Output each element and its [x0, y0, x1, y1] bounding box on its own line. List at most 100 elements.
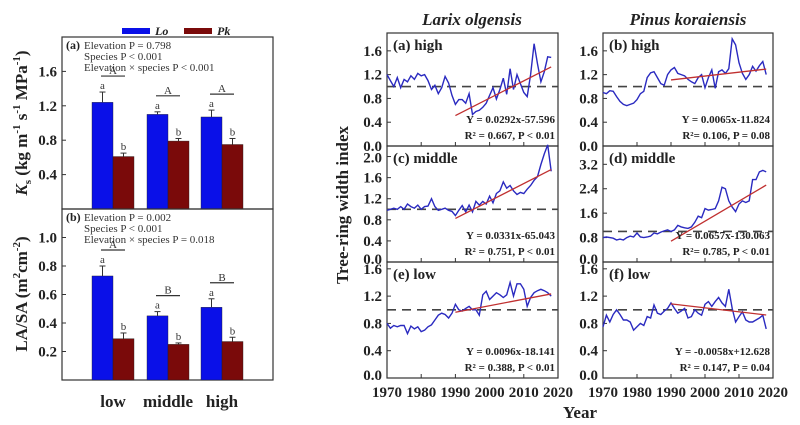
y-tick-label: 0.8 — [579, 316, 598, 332]
y-tick-label: 0.4 — [363, 115, 382, 131]
x-tick-label: 2010 — [509, 385, 539, 401]
panel-label: (f) low — [609, 267, 650, 283]
significance-letter: b — [176, 331, 182, 343]
bar-pk — [221, 341, 244, 381]
line-panel: 0.0 0.4 0.8 1.2 1.6 (b) high Y = 0.0065x-11.82… — [579, 32, 774, 155]
ring-width-series — [602, 289, 767, 332]
ring-width-series — [386, 43, 552, 116]
regression-equation: Y = 0.0331x-65.043 — [466, 230, 555, 242]
y-tick-label: 0.0 — [363, 368, 382, 384]
y-tick-label: 0.8 — [363, 316, 382, 332]
bar-lo — [91, 102, 114, 210]
y-tick-label: 1.2 — [363, 68, 382, 84]
bar-legend: Lo Pk — [122, 24, 230, 38]
regression-stats: R² = 0.388, P < 0.01 — [465, 362, 555, 374]
bar-pk — [167, 344, 190, 381]
legend-swatch-lo — [122, 28, 150, 34]
group-letter: A — [109, 65, 117, 77]
bar-panel-a: 0.4 0.8 1.2 1.6 (a) Elevation P = 0.798Specie… — [38, 36, 274, 210]
significance-letter: b — [121, 141, 127, 153]
y-tick-label: 2.0 — [363, 151, 382, 167]
y-tick-label: 1.6 — [363, 44, 382, 60]
y-tick-label: 1.2 — [38, 99, 57, 115]
trend-line — [455, 66, 552, 117]
bar-lo — [146, 315, 169, 381]
y-tick-label: 0.0 — [579, 368, 598, 384]
regression-equation: Y = 0.0292x-57.596 — [466, 114, 555, 126]
bar-pk — [167, 140, 190, 210]
regression-equation: Y = 0.0065x-11.824 — [682, 114, 771, 126]
group-letter: B — [218, 272, 225, 284]
y-tick-label: 2.4 — [579, 182, 598, 198]
panel-label: (c) middle — [393, 151, 458, 167]
ring-width-series — [386, 144, 552, 217]
x-tick-label: 2020 — [543, 385, 573, 401]
y-tick-label: 0.0 — [579, 139, 598, 155]
bar-lo — [146, 114, 169, 210]
y-tick-label: 3.2 — [579, 157, 598, 173]
y-tick-label: 0.4 — [363, 234, 382, 250]
y-tick-label: 1.6 — [363, 262, 382, 278]
ring-width-series — [386, 279, 552, 336]
panel-frame — [602, 261, 774, 379]
x-tick-label: 2010 — [724, 385, 754, 401]
significance-letter: a — [155, 300, 160, 312]
group-letter: A — [218, 83, 226, 95]
stats-line: Species P < 0.001 — [84, 223, 163, 235]
y-tick-label: 0.0 — [579, 252, 598, 268]
trend-line — [670, 303, 767, 316]
y-tick-label: 0.4 — [363, 344, 382, 360]
significance-letter: a — [100, 80, 105, 92]
ring-width-series — [602, 36, 767, 107]
bar-lo — [200, 116, 223, 210]
x-tick-label: 1980 — [622, 385, 652, 401]
x-tick-label: 1970 — [372, 385, 402, 401]
panel-label: (b) high — [609, 38, 660, 54]
bar-panel-b: 0.2 0.4 0.6 0.8 1.0 (b) Elevation P = 0.002Spe… — [38, 208, 274, 381]
y-tick-label: 0.0 — [363, 139, 382, 155]
bar-pk — [112, 338, 135, 381]
y-tick-label: 1.6 — [579, 262, 598, 278]
stats-line: Species P < 0.001 — [84, 51, 163, 63]
tree-ring-axis-label: Tree-ring width index — [333, 125, 352, 284]
stats-line: Elevation × species P < 0.001 — [84, 62, 215, 74]
significance-letter: a — [209, 98, 214, 110]
x-tick-label: 1970 — [588, 385, 618, 401]
trend-line — [670, 184, 767, 242]
x-tick-label: 1990 — [440, 385, 470, 401]
significance-letter: b — [176, 126, 182, 138]
y-tick-label: 1.2 — [579, 68, 598, 84]
x-tick-label: 1980 — [406, 385, 436, 401]
y-tick-label: 0.0 — [363, 252, 382, 268]
y-tick-label: 1.2 — [363, 289, 382, 305]
regression-stats: R² = 0.147, P = 0.04 — [680, 362, 771, 374]
x-tick-label: 2000 — [690, 385, 720, 401]
y-tick-label: 0.8 — [38, 259, 57, 275]
ring-width-series — [602, 169, 767, 241]
significance-letter: b — [230, 325, 236, 337]
panel-label: (a) high — [393, 38, 443, 54]
regression-stats: R² = 0.751, P < 0.01 — [465, 246, 555, 258]
lasa-axis-label: LA/SA (m2cm-2) — [11, 236, 31, 351]
significance-letter: b — [121, 321, 127, 333]
trend-line — [455, 293, 552, 313]
tree-ring-panels: 0.0 0.4 0.8 1.2 1.6 (a) high Y = 0.0292x-57.59… — [363, 32, 788, 401]
category-label-low: low — [100, 392, 126, 411]
legend-label-pk: Pk — [217, 24, 230, 38]
stats-line: Elevation P = 0.798 — [84, 40, 172, 52]
trend-line — [670, 68, 767, 81]
category-label-high: high — [206, 392, 239, 411]
line-panel: 0.0 0.4 0.8 1.2 1.6 2.0 (c) middle Y = 0.0331x-… — [363, 144, 559, 268]
bar-lo — [91, 275, 114, 381]
y-tick-label: 1.6 — [579, 206, 598, 222]
panel-frame — [386, 261, 559, 379]
line-panel: 0.0 0.4 0.8 1.2 1.6 1970 1980 1990 2000 2010 2020 (… — [363, 261, 573, 401]
panel-label: (b) — [66, 210, 81, 224]
significance-letter: a — [209, 287, 214, 299]
group-letter: B — [164, 285, 171, 297]
y-tick-label: 0.6 — [38, 288, 57, 304]
category-label-middle: middle — [143, 392, 194, 411]
y-tick-label: 0.8 — [579, 231, 598, 247]
y-tick-label: 0.4 — [38, 168, 57, 184]
